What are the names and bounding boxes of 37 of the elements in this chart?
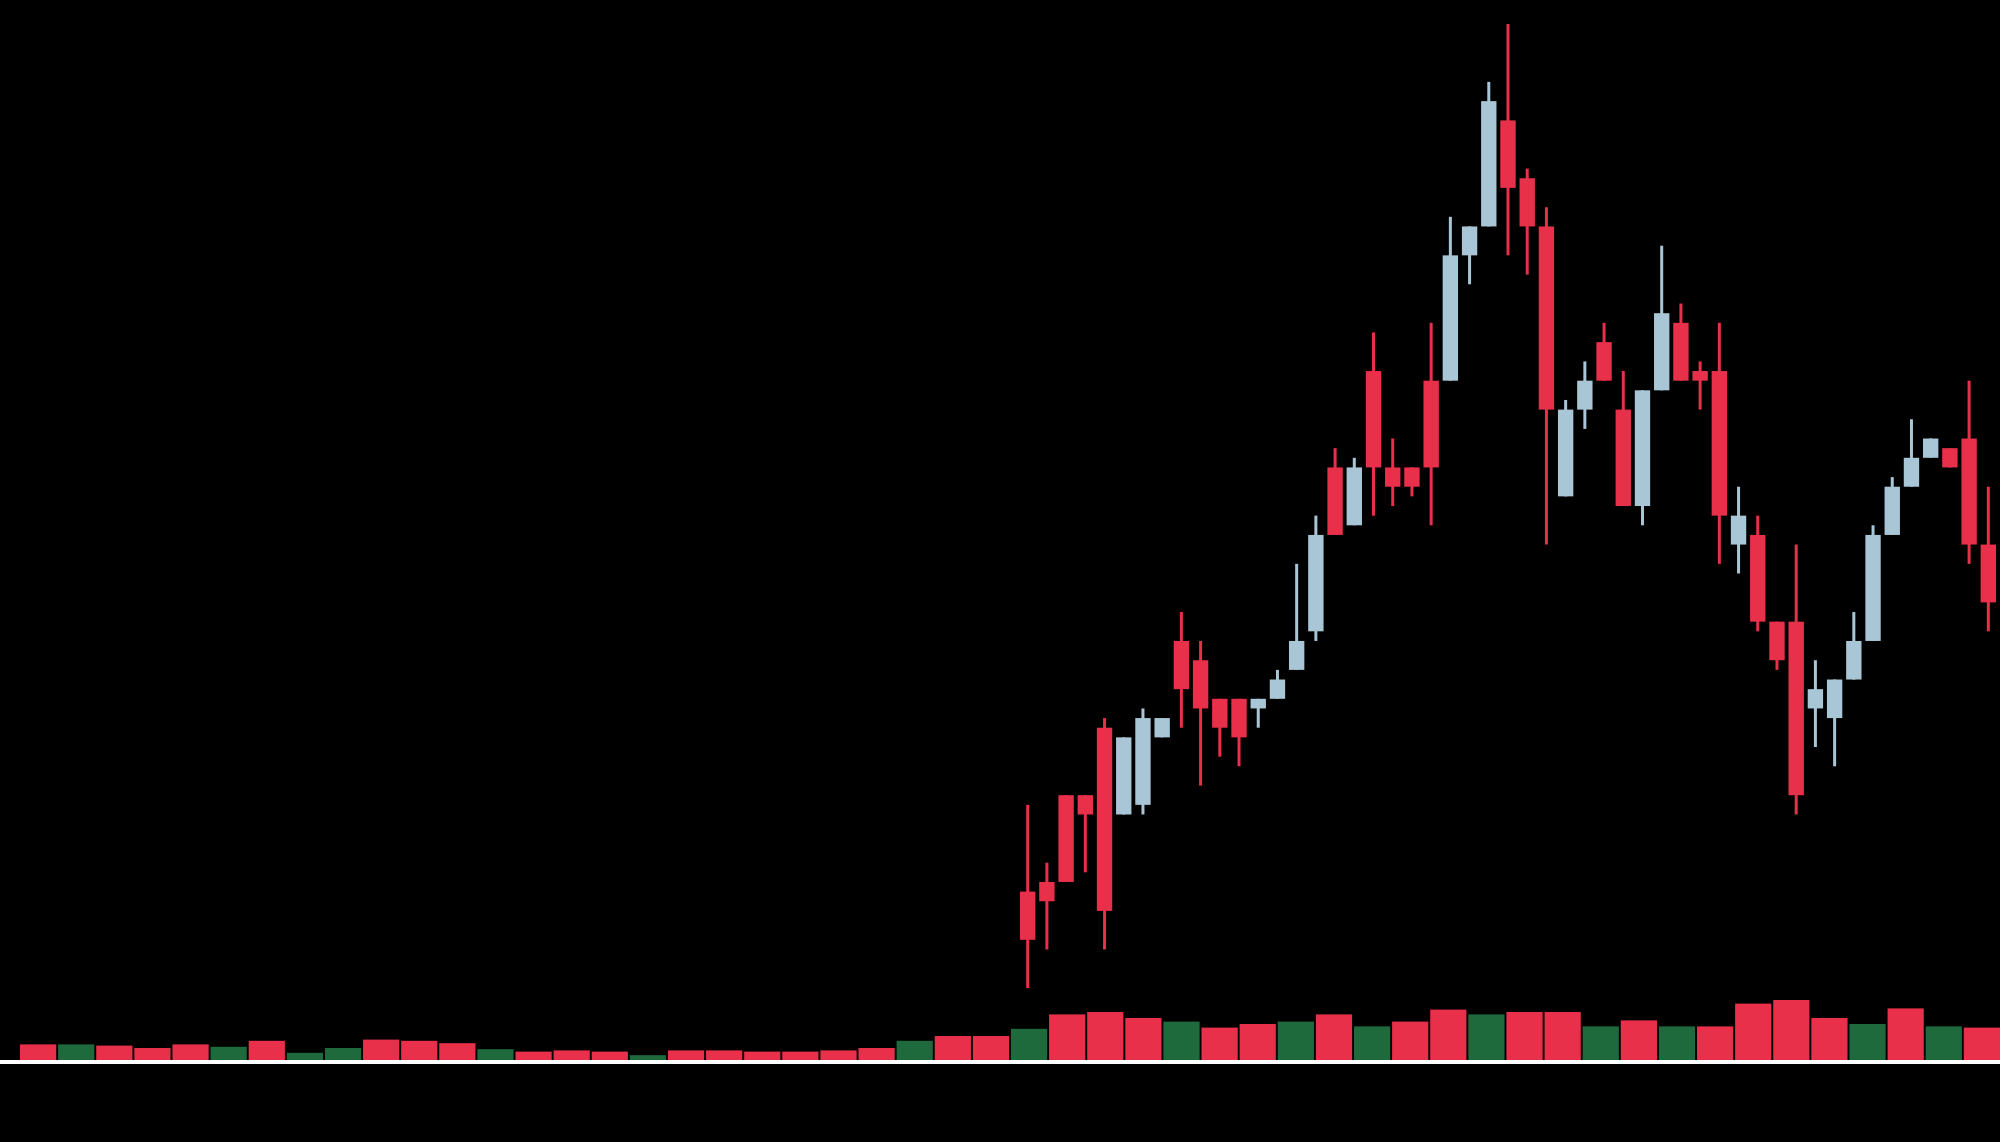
candlestick <box>1846 610 1862 682</box>
candlestick <box>1212 697 1228 759</box>
candlestick <box>1596 321 1612 383</box>
bar <box>1887 1008 1924 1060</box>
candlestick <box>1250 697 1266 730</box>
bar <box>1925 1026 1962 1060</box>
bar <box>477 1049 514 1060</box>
candlestick <box>1903 417 1920 489</box>
candlestick <box>1077 793 1094 874</box>
bar <box>1163 1021 1200 1060</box>
bar <box>248 1040 285 1060</box>
bar <box>1658 1026 1696 1060</box>
candlestick <box>1039 861 1055 951</box>
bar <box>1620 1020 1657 1060</box>
bar <box>1010 1028 1048 1060</box>
candlestick <box>1461 224 1478 286</box>
bar <box>58 1044 95 1060</box>
bar <box>210 1046 247 1060</box>
candlestick <box>1577 359 1593 431</box>
bar <box>1582 1026 1619 1060</box>
bar <box>1963 1027 2000 1060</box>
bar <box>896 1040 933 1060</box>
candlestick <box>1807 658 1824 749</box>
candlestick <box>1231 697 1247 768</box>
candlestick <box>1288 562 1305 672</box>
candlestick <box>1730 485 1747 575</box>
bar <box>1315 1014 1353 1060</box>
bar <box>1353 1026 1391 1060</box>
bar <box>1468 1014 1505 1060</box>
candlestick <box>1404 465 1420 498</box>
bar <box>1849 1024 1886 1060</box>
candlestick <box>1769 620 1785 672</box>
candlestick <box>1826 678 1843 768</box>
bar <box>20 1044 57 1060</box>
candlestick <box>1269 668 1286 701</box>
bar <box>1277 1021 1314 1060</box>
candlestick <box>1385 437 1401 508</box>
